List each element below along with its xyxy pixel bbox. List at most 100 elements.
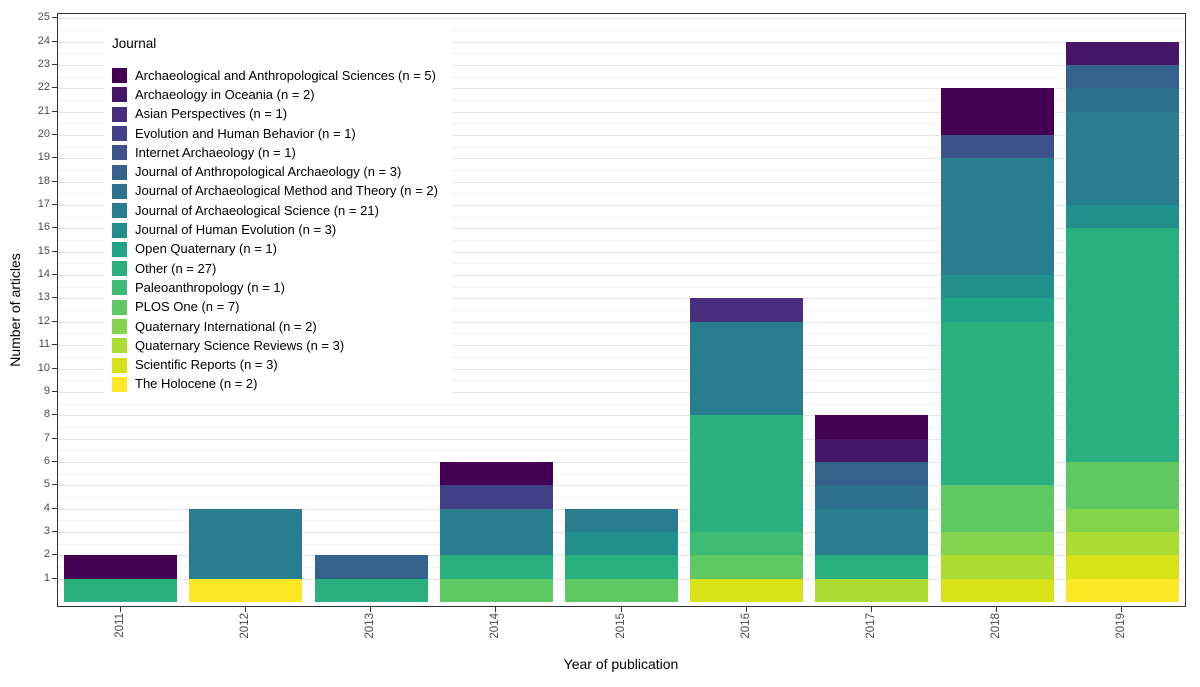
legend-swatch	[112, 68, 127, 84]
legend-item: Journal of Anthropological Archaeology (…	[112, 162, 438, 181]
legend-item: Open Quaternary (n = 1)	[112, 240, 438, 259]
bar-segment	[1065, 228, 1179, 462]
legend-swatch	[112, 357, 127, 373]
gridline-major	[58, 438, 1185, 440]
gridline-major	[58, 485, 1185, 487]
gridline-minor	[58, 403, 1185, 405]
legend-swatch	[112, 126, 127, 142]
y-tick-label: 12	[37, 314, 50, 327]
x-tick-label: 2018	[990, 613, 1003, 639]
legend-item-label: Quaternary International (n = 2)	[135, 318, 317, 334]
legend-items: Archaeological and Anthropological Scien…	[112, 66, 438, 394]
bar-segment	[1065, 508, 1179, 532]
bar-segment	[64, 578, 178, 602]
y-tick-label: 8	[43, 408, 50, 421]
y-tick-mark	[52, 110, 57, 112]
legend-item-label: Evolution and Human Behavior (n = 1)	[135, 125, 356, 141]
y-tick-mark	[52, 367, 57, 369]
y-tick-mark	[52, 554, 57, 556]
legend-item: Archaeological and Anthropological Scien…	[112, 66, 438, 85]
legend-item: Evolution and Human Behavior (n = 1)	[112, 124, 438, 143]
y-tick-mark	[52, 40, 57, 42]
bar-segment	[815, 461, 929, 486]
legend-item: Asian Perspectives (n = 1)	[112, 105, 438, 124]
bar-2012	[189, 14, 303, 608]
bar-segment	[690, 555, 804, 579]
bar-segment	[314, 555, 428, 579]
bar-2018	[940, 14, 1054, 608]
y-tick-mark	[52, 274, 57, 276]
gridline-minor	[58, 380, 1185, 382]
bar-segment	[690, 578, 804, 602]
y-tick-label: 7	[43, 431, 50, 444]
legend-swatch	[112, 164, 127, 180]
legend-item-label: Other (n = 27)	[135, 260, 217, 276]
y-tick-label: 18	[37, 174, 50, 187]
legend-item-label: Archaeology in Oceania (n = 2)	[135, 86, 315, 102]
legend-item: Internet Archaeology (n = 1)	[112, 143, 438, 162]
y-tick-label: 9	[43, 384, 50, 397]
y-tick-mark	[52, 390, 57, 392]
y-tick-label: 14	[37, 268, 50, 281]
y-tick-mark	[52, 297, 57, 299]
y-tick-mark	[52, 530, 57, 532]
bar-segment	[1065, 64, 1179, 89]
bar-segment	[940, 135, 1054, 159]
bar-segment	[815, 438, 929, 462]
legend-swatch	[112, 338, 127, 354]
y-tick-mark	[52, 460, 57, 462]
legend-swatch	[112, 203, 127, 219]
bar-segment	[940, 555, 1054, 579]
gridline-major	[58, 251, 1185, 253]
legend-item: The Holocene (n = 2)	[112, 375, 438, 394]
gridline-minor	[58, 450, 1185, 452]
legend-item-label: Archaeological and Anthropological Scien…	[135, 67, 436, 83]
gridline-minor	[58, 333, 1185, 335]
y-tick-mark	[52, 437, 57, 439]
gridline-minor	[58, 29, 1185, 31]
x-tick-label: 2017	[864, 613, 877, 639]
x-tick-label: 2015	[614, 613, 627, 639]
bar-segment	[439, 461, 553, 486]
bar-segment	[565, 531, 678, 556]
gridline-major	[58, 64, 1185, 66]
y-tick-mark	[52, 484, 57, 486]
legend-item-label: Journal of Archaeological Science (n = 2…	[135, 202, 379, 218]
legend-item-label: PLOS One (n = 7)	[135, 299, 240, 315]
bar-segment	[439, 578, 553, 602]
y-tick-label: 20	[37, 128, 50, 140]
gridline-minor	[58, 53, 1185, 55]
bar-2013	[314, 14, 428, 608]
bar-segment	[1065, 88, 1179, 112]
gridline-major	[58, 158, 1185, 160]
legend-swatch	[112, 145, 127, 161]
gridline-major	[58, 205, 1185, 207]
bar-segment	[815, 578, 929, 602]
legend-item-label: Open Quaternary (n = 1)	[135, 241, 277, 257]
x-tick-mark	[745, 607, 747, 612]
x-tick-mark	[1121, 607, 1123, 612]
bar-segment	[815, 415, 929, 439]
x-tick-label: 2014	[489, 613, 502, 639]
bar-2015	[565, 14, 678, 608]
y-tick-label: 6	[43, 454, 50, 467]
legend-swatch	[112, 261, 127, 277]
bar-segment	[1065, 111, 1179, 206]
y-tick-label: 11	[38, 338, 50, 351]
legend-swatch	[112, 106, 127, 122]
bar-segment	[1065, 578, 1179, 602]
legend-item: Scientific Reports (n = 3)	[112, 355, 438, 374]
legend-swatch	[112, 183, 127, 199]
bar-segment	[565, 555, 678, 579]
y-tick-label: 5	[43, 478, 50, 491]
x-tick-mark	[370, 607, 372, 612]
bar-segment	[940, 88, 1054, 135]
bar-segment	[940, 298, 1054, 322]
bar-segment	[565, 578, 678, 602]
y-tick-mark	[52, 134, 57, 135]
gridline-major	[58, 181, 1185, 183]
y-tick-mark	[52, 414, 57, 416]
legend-item: Journal of Human Evolution (n = 3)	[112, 220, 438, 239]
gridline-minor	[58, 240, 1185, 242]
gridline-minor	[58, 193, 1185, 195]
